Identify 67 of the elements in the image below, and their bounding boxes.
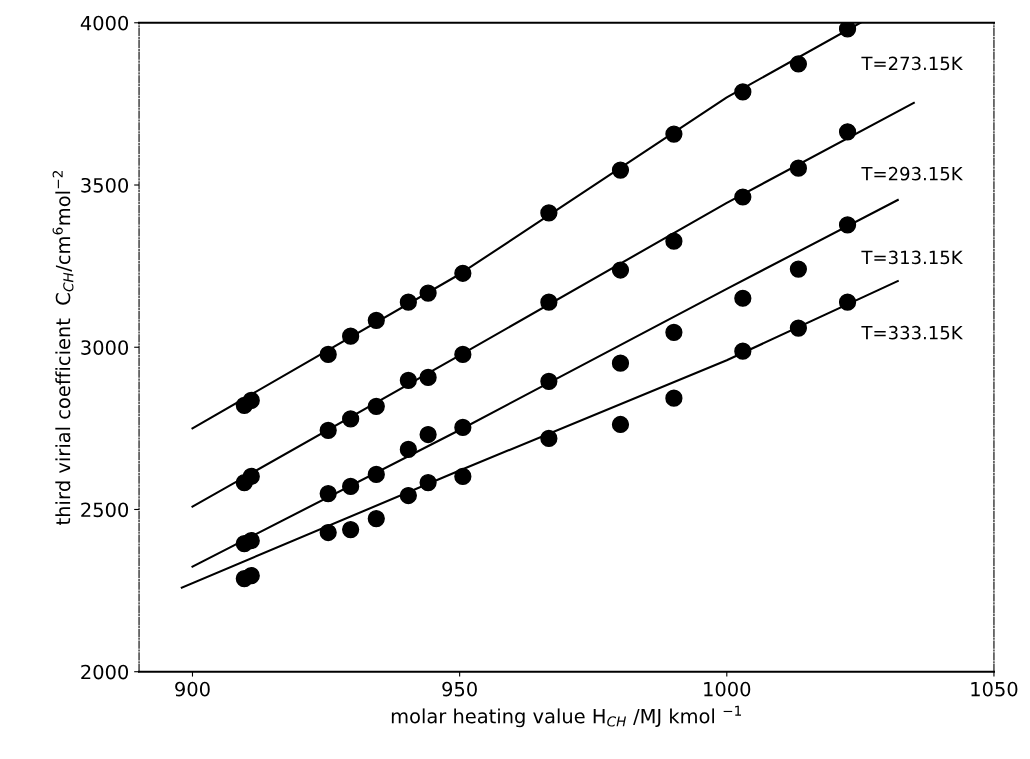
point xyxy=(367,465,385,484)
point xyxy=(789,55,808,73)
y-tick-label: 4000 xyxy=(80,15,129,31)
point xyxy=(342,410,360,428)
point xyxy=(367,397,385,415)
y-tick-label: 3000 xyxy=(81,340,129,355)
y-axis-title: third virial coefficient C$_{CH}$/cm$^{6}$mol$^{−2}$ xyxy=(52,171,74,525)
point xyxy=(454,418,472,437)
point xyxy=(419,284,437,302)
y-tick-label: 2000 xyxy=(81,664,129,680)
point xyxy=(399,293,417,311)
point xyxy=(734,289,752,307)
point xyxy=(419,425,437,444)
y-tick-label: 2500 xyxy=(81,502,129,518)
point xyxy=(838,22,857,38)
point xyxy=(342,477,360,496)
point xyxy=(367,509,385,528)
point xyxy=(242,567,260,585)
point xyxy=(342,520,360,539)
point xyxy=(838,216,857,234)
point xyxy=(838,123,857,141)
point xyxy=(789,260,808,278)
point xyxy=(611,415,630,434)
point xyxy=(367,311,385,329)
x-tick-label: 950 xyxy=(442,681,477,697)
point xyxy=(399,486,417,505)
point xyxy=(454,345,472,363)
point xyxy=(242,391,260,410)
point xyxy=(789,159,808,177)
point xyxy=(838,293,857,311)
point xyxy=(419,473,437,492)
point xyxy=(665,323,683,341)
point xyxy=(319,421,337,439)
point xyxy=(734,342,752,360)
x-axis-title: molar heating value H$_{CH}$ /MJ kmol $^{−1}$ xyxy=(391,705,742,728)
point xyxy=(342,327,360,345)
point xyxy=(319,345,337,363)
annotation: T=313.15K xyxy=(861,250,963,265)
point xyxy=(540,293,558,311)
point xyxy=(540,429,558,448)
annotation: T=333.15K xyxy=(861,325,963,340)
point xyxy=(665,232,683,250)
x-tick-label: 900 xyxy=(175,681,210,697)
point xyxy=(319,523,337,542)
point xyxy=(540,204,558,222)
point xyxy=(242,467,260,485)
point xyxy=(540,372,558,390)
point xyxy=(319,484,337,503)
point xyxy=(454,264,472,282)
point xyxy=(454,467,472,485)
point xyxy=(789,319,808,337)
point xyxy=(419,368,437,387)
point xyxy=(611,261,630,279)
x-tick-label: 1050 xyxy=(971,681,1018,697)
point xyxy=(399,371,417,389)
annotation: T=293.15K xyxy=(861,166,963,181)
point xyxy=(734,188,752,206)
x-tick-label: 1000 xyxy=(704,681,751,697)
point xyxy=(734,83,752,101)
point xyxy=(611,161,630,179)
point xyxy=(611,354,630,372)
point xyxy=(665,389,683,407)
point xyxy=(399,440,417,459)
point xyxy=(242,532,260,550)
y-tick-label: 3500 xyxy=(81,177,129,193)
point xyxy=(665,125,683,143)
annotation: T=273.15K xyxy=(861,56,963,71)
